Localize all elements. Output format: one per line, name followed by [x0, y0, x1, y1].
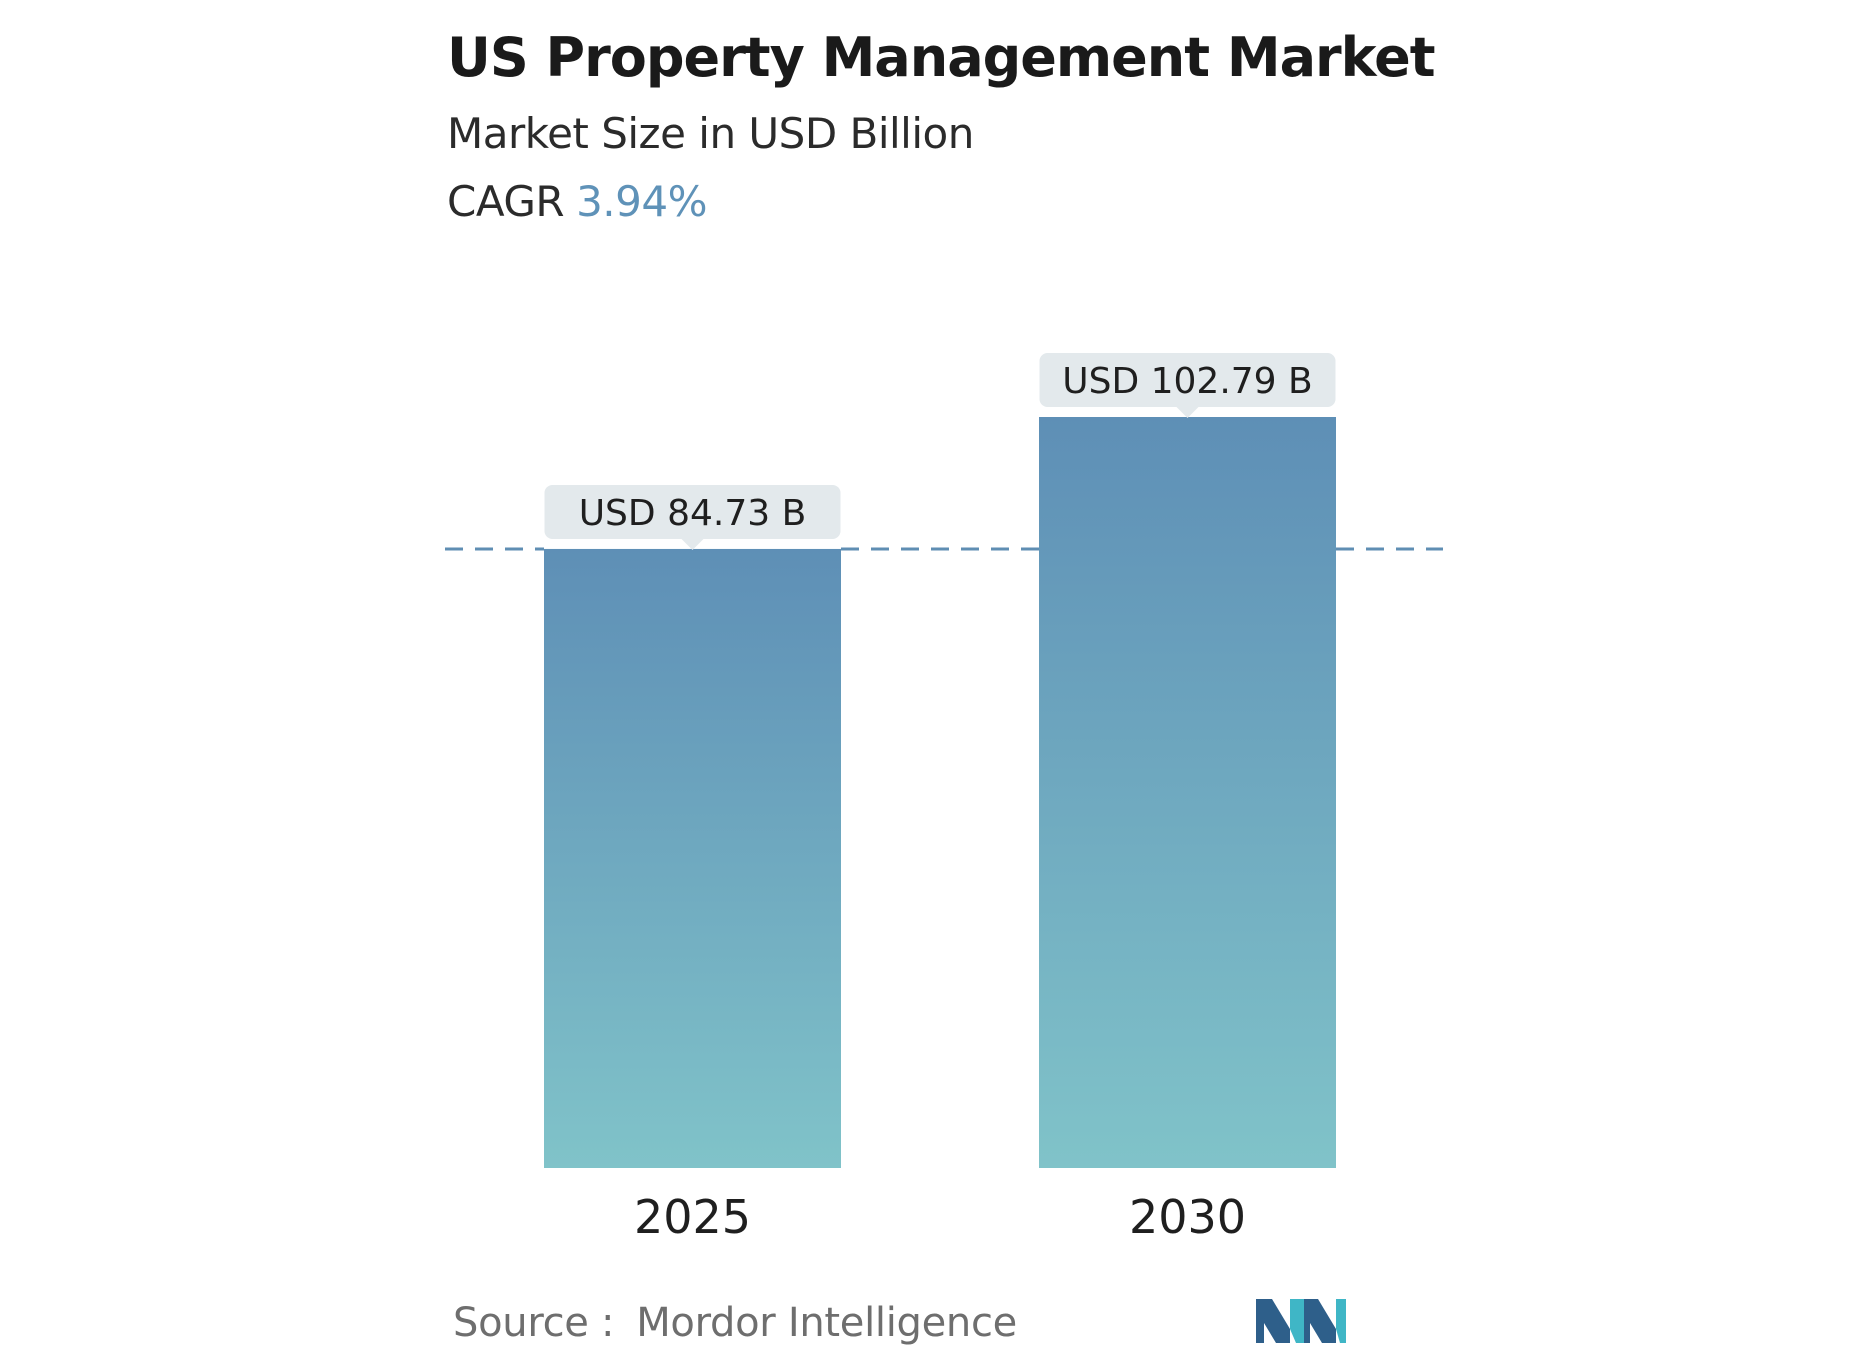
- data-label-pointer: [681, 538, 704, 550]
- source-note: Source : Mordor Intelligence: [453, 1298, 1017, 1348]
- data-label-box: [544, 484, 841, 539]
- data-label-box: [1039, 353, 1336, 407]
- cagr-label: CAGR: [447, 177, 565, 226]
- data-label-text: USD 84.73 B: [579, 493, 807, 534]
- bar-2025: [544, 548, 841, 1168]
- x-tick-label-2025: 2025: [634, 1190, 751, 1244]
- chart-title: US Property Management Market: [447, 26, 1436, 89]
- x-tick-label-2030: 2030: [1129, 1190, 1246, 1244]
- cagr-value: 3.94%: [576, 177, 707, 226]
- source-label: Source :: [453, 1300, 615, 1346]
- cagr-row: CAGR 3.94%: [447, 176, 1435, 228]
- chart-header: US Property Management Market Market Siz…: [447, 26, 1436, 228]
- mordor-logo-icon: [1256, 1299, 1346, 1343]
- bar-2030: [1039, 417, 1336, 1168]
- data-label-pointer: [1176, 407, 1199, 418]
- chart-subtitle: Market Size in USD Billion: [447, 109, 974, 158]
- source-name: Mordor Intelligence: [636, 1300, 1017, 1346]
- data-label-2025: USD 84.73 B: [544, 484, 841, 550]
- data-label-2030: USD 102.79 B: [1039, 353, 1336, 418]
- data-label-text: USD 102.79 B: [1062, 361, 1312, 402]
